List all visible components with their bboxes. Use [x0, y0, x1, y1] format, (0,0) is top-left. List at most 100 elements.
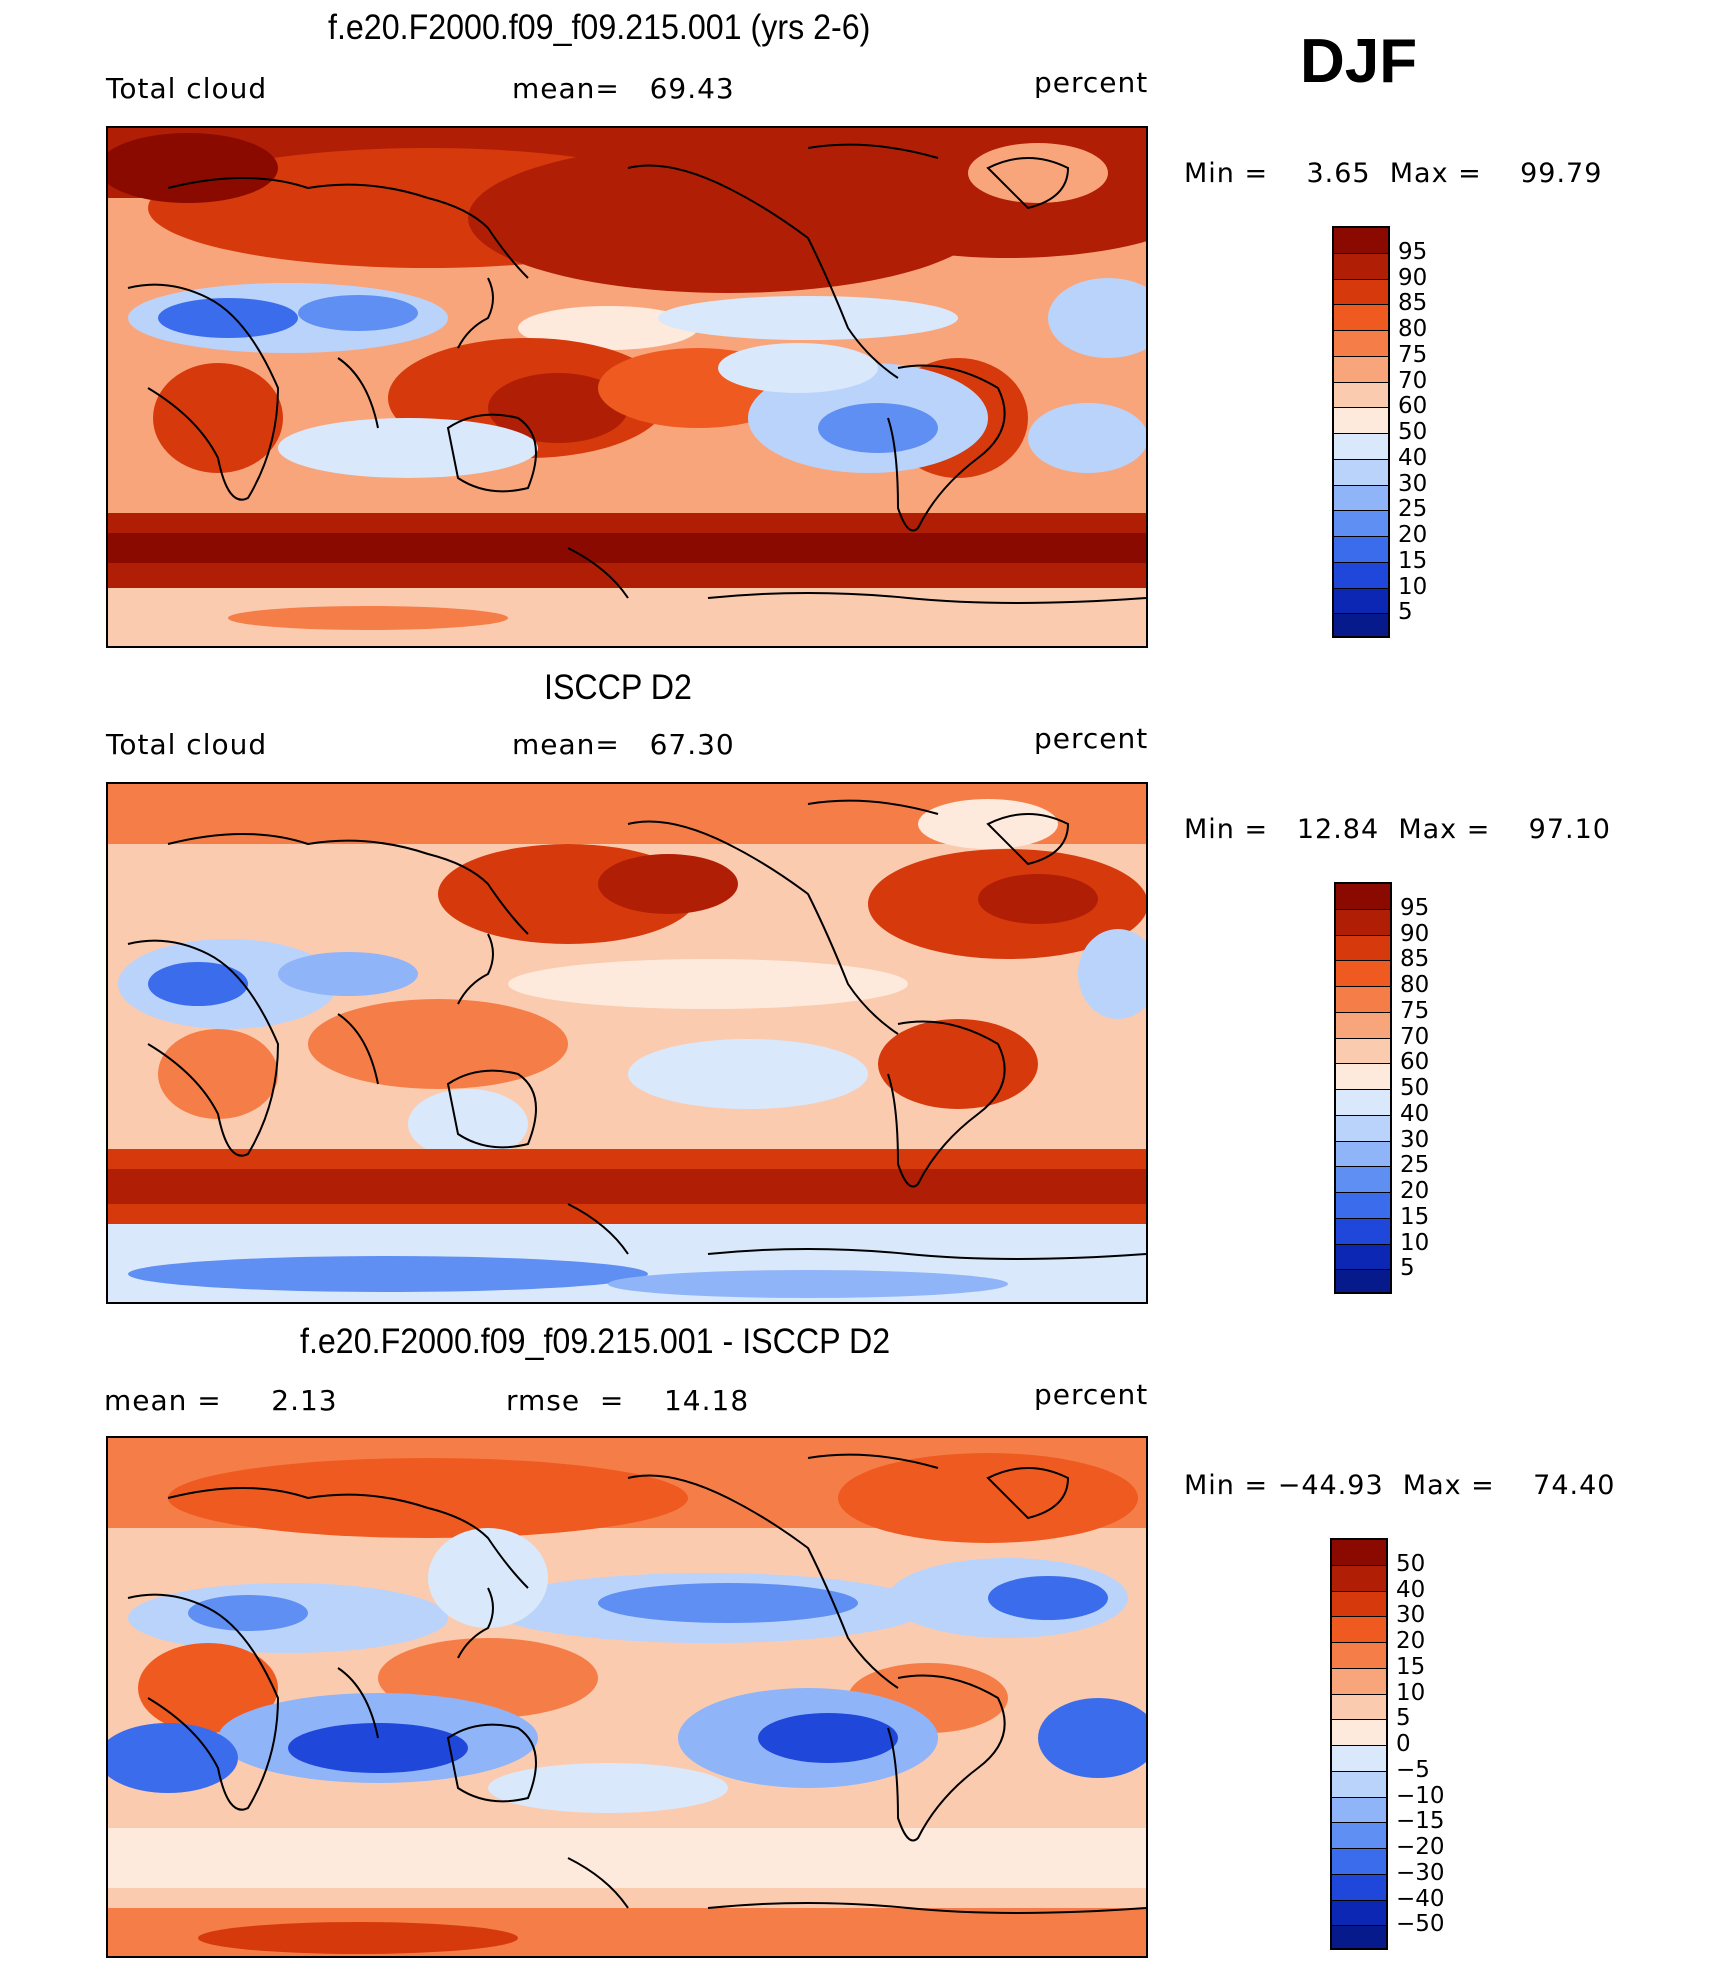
colorbar-label: 70: [1398, 367, 1428, 394]
colorbar-label: 15: [1400, 1203, 1430, 1230]
panel-2-min-max: Min = 12.84 Max = 97.10: [1184, 814, 1611, 845]
colorbar-label: 95: [1398, 238, 1428, 265]
colorbar-label: 40: [1398, 444, 1428, 471]
colorbar-label: 20: [1400, 1178, 1430, 1204]
panel-2-title: ISCCP D2: [544, 668, 692, 707]
colorbar-segment: [1334, 331, 1388, 357]
colorbar-segment: [1336, 1270, 1390, 1292]
colorbar-segment: [1336, 987, 1390, 1013]
colorbar-segment: [1336, 1115, 1390, 1142]
colorbar-segment: [1336, 1012, 1390, 1039]
colorbar-segment: [1334, 511, 1388, 537]
colorbar-label: −30: [1396, 1859, 1445, 1886]
colorbar-label: 40: [1400, 1100, 1430, 1127]
colorbar-segment: [1332, 1617, 1386, 1643]
colorbar-label: 0: [1396, 1731, 1411, 1757]
colorbar-label: −10: [1396, 1782, 1445, 1809]
colorbar-segment: [1332, 1694, 1386, 1721]
colorbar-label: −5: [1396, 1756, 1430, 1783]
colorbar-segment: [1336, 1141, 1390, 1168]
colorbar-segment: [1336, 1038, 1390, 1065]
panel-3-rmse-label: rmse = 14.18: [506, 1384, 750, 1417]
colorbar-segment: [1336, 1090, 1390, 1116]
colorbar-segment: [1334, 356, 1388, 383]
colorbar-label: 15: [1396, 1653, 1426, 1680]
panel-3-colorbar-box: [1330, 1538, 1388, 1950]
colorbar-segment: [1336, 909, 1390, 936]
colorbar-label: 25: [1400, 1152, 1430, 1179]
colorbar-segment: [1334, 228, 1388, 254]
colorbar-label: 70: [1400, 1023, 1430, 1050]
colorbar-label: 10: [1396, 1679, 1426, 1706]
panel-2-variable-label: Total cloud: [106, 728, 268, 761]
colorbar-label: 90: [1400, 920, 1430, 947]
colorbar-label: 30: [1398, 470, 1428, 497]
colorbar-segment: [1332, 1720, 1386, 1746]
colorbar-label: 80: [1398, 316, 1428, 342]
panel-3-map: [106, 1436, 1148, 1958]
colorbar-label: 5: [1398, 599, 1413, 626]
colorbar-label: −15: [1396, 1808, 1445, 1835]
colorbar-label: 10: [1398, 573, 1428, 600]
panel-1-colorbar-box: [1332, 226, 1390, 638]
colorbar-segment: [1336, 1193, 1390, 1219]
colorbar-segment: [1332, 1874, 1386, 1901]
colorbar-label: 60: [1398, 393, 1428, 420]
colorbar-label: 10: [1400, 1229, 1430, 1256]
colorbar-segment: [1332, 1643, 1386, 1669]
colorbar-label: 95: [1400, 894, 1430, 921]
colorbar-label: 75: [1400, 997, 1430, 1024]
colorbar-segment: [1334, 253, 1388, 280]
colorbar-label: 60: [1400, 1049, 1430, 1076]
colorbar-segment: [1334, 279, 1388, 306]
colorbar-label: 85: [1400, 946, 1430, 973]
panel-3-units-label: percent: [1034, 1378, 1149, 1411]
colorbar-segment: [1334, 382, 1388, 409]
colorbar-segment: [1332, 1771, 1386, 1798]
panel-3-title: f.e20.F2000.f09_f09.215.001 - ISCCP D2: [300, 1322, 891, 1361]
panel-3-mean-label: mean = 2.13: [104, 1384, 338, 1417]
colorbar-segment: [1332, 1668, 1386, 1695]
colorbar-segment: [1334, 305, 1388, 331]
colorbar-label: 30: [1396, 1602, 1426, 1629]
colorbar-label: 30: [1400, 1126, 1430, 1153]
colorbar-segment: [1332, 1797, 1386, 1824]
colorbar-label: 90: [1398, 264, 1428, 291]
colorbar-segment: [1334, 562, 1388, 589]
colorbar-segment: [1332, 1849, 1386, 1875]
colorbar-segment: [1332, 1540, 1386, 1566]
colorbar-segment: [1336, 1167, 1390, 1193]
panel-1-variable-label: Total cloud: [106, 72, 268, 105]
colorbar-label: −20: [1396, 1834, 1445, 1860]
panel-2-map: [106, 782, 1148, 1304]
colorbar-segment: [1332, 1565, 1386, 1592]
colorbar-label: 20: [1398, 522, 1428, 548]
colorbar-label: 25: [1398, 496, 1428, 523]
colorbar-segment: [1336, 1064, 1390, 1090]
panel-2-units-label: percent: [1034, 722, 1149, 755]
panel-1-mean-label: mean= 69.43: [512, 72, 735, 105]
panel-1-units-label: percent: [1034, 66, 1149, 99]
colorbar-segment: [1334, 459, 1388, 486]
colorbar-segment: [1336, 961, 1390, 987]
panel-1-title: f.e20.F2000.f09_f09.215.001 (yrs 2-6): [328, 8, 871, 47]
panel-1-min-max: Min = 3.65 Max = 99.79: [1184, 158, 1603, 189]
colorbar-segment: [1334, 588, 1388, 615]
panel-1-map: [106, 126, 1148, 648]
colorbar-segment: [1334, 408, 1388, 434]
colorbar-label: 15: [1398, 547, 1428, 574]
colorbar-segment: [1334, 614, 1388, 636]
colorbar-segment: [1336, 884, 1390, 910]
colorbar-segment: [1332, 1591, 1386, 1618]
panel-2-colorbar-box: [1334, 882, 1392, 1294]
colorbar-label: 50: [1396, 1550, 1426, 1577]
colorbar-label: −50: [1396, 1911, 1445, 1938]
colorbar-label: 75: [1398, 341, 1428, 368]
colorbar-segment: [1332, 1926, 1386, 1948]
colorbar-label: 40: [1396, 1576, 1426, 1603]
colorbar-segment: [1336, 1244, 1390, 1271]
colorbar-label: 80: [1400, 972, 1430, 998]
colorbar-label: 5: [1400, 1255, 1415, 1282]
colorbar-label: 85: [1398, 290, 1428, 317]
colorbar-label: 50: [1398, 419, 1428, 445]
